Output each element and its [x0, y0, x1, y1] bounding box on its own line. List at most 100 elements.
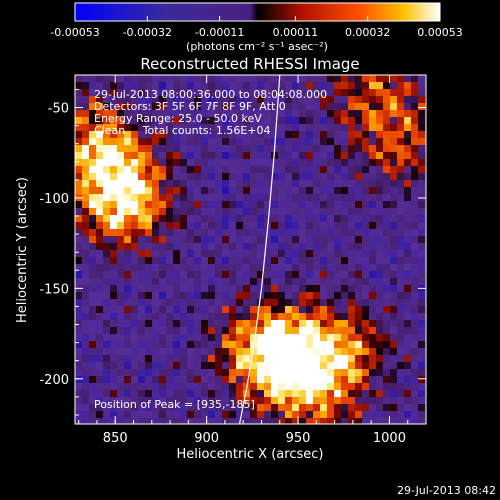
- heatmap-cell: [397, 278, 404, 285]
- heatmap-cell: [320, 75, 327, 82]
- heatmap-cell: [411, 397, 418, 404]
- heatmap-cell: [320, 89, 327, 96]
- heatmap-cell: [208, 397, 215, 404]
- heatmap-cell: [215, 320, 222, 327]
- heatmap-cell: [152, 278, 159, 285]
- heatmap-cell: [376, 159, 383, 166]
- heatmap-cell: [250, 201, 257, 208]
- heatmap-cell: [194, 215, 201, 222]
- heatmap-cell: [194, 187, 201, 194]
- heatmap-cell: [418, 215, 425, 222]
- heatmap-cell: [173, 313, 180, 320]
- heatmap-cell: [124, 166, 131, 173]
- heatmap-cell: [376, 320, 383, 327]
- heatmap-cell: [166, 96, 173, 103]
- heatmap-cell: [208, 103, 215, 110]
- heatmap-cell: [222, 278, 229, 285]
- heatmap-cell: [201, 383, 208, 390]
- heatmap-cell: [376, 208, 383, 215]
- heatmap-cell: [89, 411, 96, 418]
- heatmap-cell: [96, 103, 103, 110]
- heatmap-cell: [397, 159, 404, 166]
- heatmap-cell: [75, 159, 82, 166]
- heatmap-cell: [397, 201, 404, 208]
- heatmap-cell: [187, 411, 194, 418]
- heatmap-cell: [264, 138, 271, 145]
- heatmap-cell: [75, 82, 82, 89]
- heatmap-cell: [390, 187, 397, 194]
- heatmap-cell: [383, 411, 390, 418]
- heatmap-cell: [397, 320, 404, 327]
- heatmap-cell: [187, 306, 194, 313]
- heatmap-cell: [299, 215, 306, 222]
- heatmap-cell: [103, 376, 110, 383]
- heatmap-cell: [159, 187, 166, 194]
- heatmap-cell: [145, 271, 152, 278]
- heatmap-cell: [131, 145, 138, 152]
- heatmap-cell: [362, 306, 369, 313]
- heatmap-cell: [271, 264, 278, 271]
- heatmap-cell: [145, 383, 152, 390]
- heatmap-cell: [299, 82, 306, 89]
- heatmap-cell: [124, 362, 131, 369]
- heatmap-cell: [390, 229, 397, 236]
- heatmap-cell: [341, 320, 348, 327]
- heatmap-cell: [397, 334, 404, 341]
- heatmap-cell: [89, 362, 96, 369]
- heatmap-cell: [292, 89, 299, 96]
- heatmap-cell: [397, 404, 404, 411]
- heatmap-cell: [201, 166, 208, 173]
- heatmap-cell: [82, 208, 89, 215]
- heatmap-cell: [110, 180, 117, 187]
- heatmap-cell: [215, 166, 222, 173]
- heatmap-cell: [138, 334, 145, 341]
- heatmap-cell: [117, 75, 124, 82]
- heatmap-cell: [341, 229, 348, 236]
- heatmap-cell: [404, 187, 411, 194]
- heatmap-cell: [138, 397, 145, 404]
- heatmap-cell: [278, 124, 285, 131]
- heatmap-cell: [362, 271, 369, 278]
- heatmap-cell: [376, 243, 383, 250]
- heatmap-cell: [117, 243, 124, 250]
- heatmap-cell: [117, 257, 124, 264]
- heatmap-cell: [404, 250, 411, 257]
- x-tick-label: 900: [194, 431, 219, 446]
- heatmap-cell: [124, 341, 131, 348]
- heatmap-cell: [355, 89, 362, 96]
- heatmap-cell: [187, 75, 194, 82]
- heatmap-cell: [271, 306, 278, 313]
- heatmap-cell: [201, 390, 208, 397]
- heatmap-cell: [341, 369, 348, 376]
- heatmap-cell: [348, 187, 355, 194]
- heatmap-cell: [82, 285, 89, 292]
- heatmap-cell: [306, 383, 313, 390]
- heatmap-cell: [96, 75, 103, 82]
- heatmap-cell: [138, 271, 145, 278]
- heatmap-cell: [278, 89, 285, 96]
- heatmap-cell: [355, 334, 362, 341]
- heatmap-cell: [131, 348, 138, 355]
- heatmap-cell: [229, 187, 236, 194]
- heatmap-cell: [271, 355, 278, 362]
- heatmap-cell: [103, 348, 110, 355]
- heatmap-cell: [411, 131, 418, 138]
- heatmap-cell: [187, 271, 194, 278]
- heatmap-cell: [383, 117, 390, 124]
- heatmap-cell: [313, 166, 320, 173]
- heatmap-cell: [390, 348, 397, 355]
- heatmap-cell: [341, 145, 348, 152]
- heatmap-cell: [362, 243, 369, 250]
- heatmap-cell: [145, 397, 152, 404]
- heatmap-cell: [201, 397, 208, 404]
- heatmap-cell: [243, 180, 250, 187]
- heatmap-cell: [89, 208, 96, 215]
- heatmap-cell: [306, 229, 313, 236]
- heatmap-cell: [299, 383, 306, 390]
- heatmap-cell: [355, 348, 362, 355]
- heatmap-cell: [243, 390, 250, 397]
- heatmap-cell: [306, 110, 313, 117]
- heatmap-cell: [96, 208, 103, 215]
- heatmap-cell: [327, 180, 334, 187]
- heatmap-cell: [341, 411, 348, 418]
